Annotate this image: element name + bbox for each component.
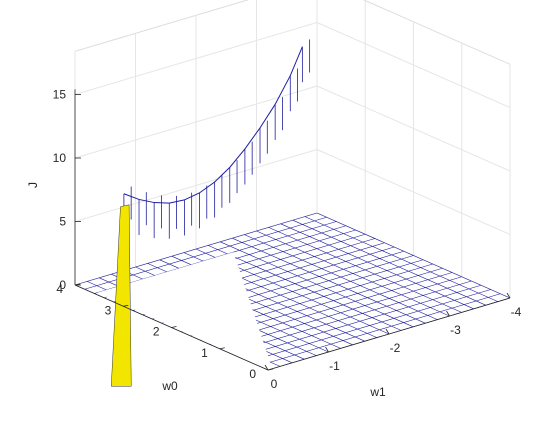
mesh-line-w1-12 bbox=[220, 241, 414, 328]
w0-tick-label-2: 2 bbox=[153, 325, 160, 339]
mesh-line-w1-13 bbox=[232, 237, 426, 324]
w1-tick-1 bbox=[446, 310, 450, 317]
w1-tick-label-4: 0 bbox=[271, 377, 278, 391]
mesh-line-w1-11 bbox=[207, 245, 402, 331]
xlabel: w1 bbox=[369, 385, 386, 399]
w1-tick-label-2: -2 bbox=[390, 341, 401, 355]
w0-tick-label-0: 0 bbox=[249, 367, 256, 381]
w1-tick-label-0: -4 bbox=[511, 305, 522, 319]
w0-tick-label-4: 4 bbox=[56, 282, 63, 296]
axes: 0 5 10 15 0 1 2 3 4 -4 -3 -2 -1 0 bbox=[53, 88, 522, 392]
w1-tick-0 bbox=[506, 292, 511, 299]
w0-tick-0 bbox=[267, 368, 274, 371]
mesh-line-w1-20 bbox=[316, 212, 511, 299]
w1-tick-3 bbox=[325, 346, 329, 353]
w1-tick-label-3: -1 bbox=[329, 359, 340, 373]
descent-path-sliver bbox=[110, 204, 132, 387]
mesh-line-w1-17 bbox=[280, 223, 474, 310]
w1-tick-label-1: -3 bbox=[450, 323, 461, 337]
descent-path bbox=[110, 204, 132, 387]
w0-tick-4 bbox=[74, 283, 81, 286]
w1-tick-4 bbox=[264, 364, 269, 371]
w0-tick-label-3: 3 bbox=[105, 303, 112, 317]
mesh-line-w0-18 bbox=[94, 221, 337, 294]
zlabel: J bbox=[26, 182, 40, 188]
floor-gap bbox=[97, 252, 272, 368]
surface-curtain bbox=[123, 39, 311, 239]
mesh-line-w0-20 bbox=[74, 212, 318, 286]
curtain-top-curve bbox=[123, 46, 303, 204]
w1-tick-2 bbox=[385, 328, 390, 335]
z-tick-label-2: 10 bbox=[53, 151, 67, 165]
mesh-line-w1-19 bbox=[304, 216, 499, 302]
w0-tick-3 bbox=[123, 304, 129, 307]
z-tick-label-0: 0 bbox=[59, 278, 66, 292]
mesh-line-w1-16 bbox=[268, 227, 462, 313]
z-tick-label-3: 15 bbox=[53, 88, 67, 102]
z-tick-label-1: 5 bbox=[59, 215, 66, 229]
mesh-line-w1-15 bbox=[256, 230, 450, 317]
mesh-line-w1-14 bbox=[244, 234, 438, 320]
floor-mesh bbox=[74, 212, 511, 371]
ylabel: w0 bbox=[161, 379, 178, 393]
w0-tick-2 bbox=[171, 326, 177, 328]
back-walls bbox=[74, 0, 511, 299]
w0-tick-label-1: 1 bbox=[201, 346, 208, 360]
w0-tick-1 bbox=[219, 347, 225, 350]
mesh-line-w1-18 bbox=[292, 219, 486, 306]
